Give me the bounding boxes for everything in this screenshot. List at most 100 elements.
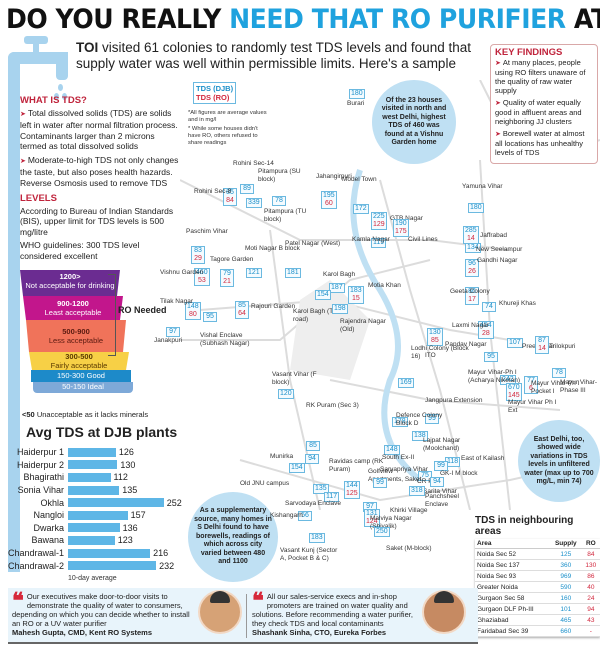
intro-text: TOI visited 61 colonies to randomly test… — [76, 40, 486, 72]
neighbouring-title: TDS in neighbouring areas — [475, 515, 574, 537]
map-note: * While some houses didn't have RO, othe… — [188, 126, 258, 146]
place-label: CR Park — [417, 478, 442, 485]
djb-value: 169 — [400, 379, 412, 386]
djb-value: 339 — [248, 199, 260, 206]
bar-value: 130 — [120, 459, 136, 470]
supply-cell: 101 — [549, 603, 582, 615]
bar-value: 126 — [118, 447, 134, 458]
djb-value: 86 — [468, 288, 476, 295]
table-row: Ghaziabad 465 43 — [475, 614, 600, 626]
ro-value: 14 — [466, 235, 475, 242]
what-is-tds-heading: WHAT IS TDS? — [20, 95, 87, 106]
level-label: Good — [86, 371, 105, 380]
bubble-text: East Delhi, too, showed wide variations … — [524, 435, 594, 486]
area-cell: Greater Noida — [475, 581, 550, 593]
tds-reading-box: 454 28 — [478, 321, 494, 339]
tds-reading-box: 89 — [240, 184, 254, 194]
col-area: Area — [475, 539, 550, 549]
area-cell: Noida Sec 52 — [475, 548, 550, 560]
legend-djb: TDS (DJB) — [196, 84, 234, 93]
quote-author: Shashank Sinha, CTO, Eureka Forbes — [252, 628, 387, 637]
bar-row: Chandrawal-2 232 — [8, 559, 198, 572]
tds-reading-box: 131 124 — [364, 509, 380, 527]
quote-mark-icon: ❝ — [252, 588, 264, 614]
ro-value: 14 — [538, 345, 546, 352]
place-label: Lajpat Nagar (Moolchand) — [423, 437, 461, 452]
ro-value: 28 — [481, 330, 490, 337]
tds-reading-box: 190 175 — [393, 219, 409, 237]
tds-reading-box: 180 — [349, 89, 365, 99]
bar-value: 232 — [159, 560, 175, 571]
bar — [68, 523, 120, 533]
col-ro: RO — [581, 539, 600, 549]
djb-value: 85 — [238, 302, 246, 309]
place-label: Pitampura (TU block) — [264, 208, 307, 223]
bar-value: 216 — [153, 548, 169, 559]
place-label: Motia Khan — [368, 282, 401, 289]
bar-chart-note: 10-day average — [68, 575, 117, 582]
place-label: Mayur Vihar-Phase III — [560, 379, 598, 394]
level-range: 500-900 — [62, 327, 90, 336]
place-label: Pandav Nagar — [445, 341, 487, 348]
tds-reading-box: 94 — [305, 454, 319, 464]
south-delhi-bubble: As a supplementary source, many homes in… — [188, 492, 278, 582]
table-row: Noida Sec 137 360 130 — [475, 559, 600, 571]
tds-reading-box: 318 — [409, 486, 425, 496]
bar-label: Dwarka — [33, 522, 64, 533]
place-label: Civil Lines — [408, 236, 438, 243]
ro-value: 53 — [197, 277, 206, 284]
table-row: Greater Noida 590 40 — [475, 581, 600, 593]
djb-value: 178 — [394, 418, 406, 425]
place-label: Mayur Vihar-Ph I (Acharya Niketan) — [468, 369, 521, 384]
who-text: WHO guidelines: 300 TDS level considered… — [20, 240, 140, 261]
djb-value: 187 — [331, 284, 343, 291]
level-50-150: 50-150 Ideal — [33, 382, 133, 393]
djb-value: 148 — [187, 303, 199, 310]
tds-reading-box: 225 129 — [371, 212, 387, 230]
tds-reading-box: 148 80 — [185, 302, 201, 320]
djb-value: 670 — [508, 384, 520, 391]
tds-reading-box: 99 — [434, 461, 448, 471]
bar — [68, 447, 116, 457]
tds-reading-box: 95 — [484, 352, 498, 362]
bar-row: Haiderpur 2 130 — [8, 459, 198, 472]
ro-value: 125 — [346, 490, 358, 497]
level-range: 1200> — [59, 272, 81, 281]
djb-value: 181 — [287, 269, 299, 276]
place-label: GTB Nagar — [390, 215, 423, 222]
tds-reading-box: 144 125 — [344, 481, 360, 499]
place-label: Trilokpuri — [549, 343, 576, 350]
djb-value: 95 — [206, 313, 214, 320]
djb-value: 89 — [243, 185, 251, 192]
djb-value: 250 — [376, 528, 388, 535]
djb-value: 190 — [395, 220, 407, 227]
ro-value: 85 — [430, 337, 439, 344]
pipe-top-graphic — [8, 52, 68, 64]
area-cell: Gurgaon DLF Ph-III — [475, 603, 550, 615]
place-label: Tilak Nagar — [160, 298, 193, 305]
bar-label: Bhagirathi — [23, 472, 64, 483]
tds-reading-box: 78 — [552, 368, 566, 378]
place-label: Moti Nagar B block — [245, 245, 300, 252]
level-label: Least acceptable — [44, 308, 102, 317]
tds-reading-box: 96 26 — [465, 259, 479, 277]
level-300-500: 300-500 Fairly acceptable — [29, 352, 129, 370]
djb-value: 85 — [226, 189, 234, 196]
bar-row: Bawana 123 — [8, 534, 198, 547]
level-range: 50-150 — [62, 382, 86, 391]
djb-value: 95 — [487, 353, 495, 360]
place-label: ITO — [425, 352, 436, 359]
djb-value: 120 — [280, 390, 292, 397]
tds-reading-box: 187 — [329, 283, 345, 293]
djb-value: 180 — [470, 204, 482, 211]
tds-reading-box: 670 145 — [506, 383, 522, 401]
djb-value: 79 — [223, 270, 231, 277]
water-drop-icon — [62, 93, 67, 100]
bar — [68, 548, 151, 558]
djb-value: 77 — [527, 377, 535, 384]
key-findings-heading: KEY FINDINGS — [495, 47, 563, 58]
tds-reading-box: 181 — [285, 268, 301, 278]
djb-value: 154 — [317, 291, 329, 298]
level-150-300: 150-300 Good — [31, 370, 131, 382]
place-label: Jangpura Extension — [425, 397, 483, 404]
